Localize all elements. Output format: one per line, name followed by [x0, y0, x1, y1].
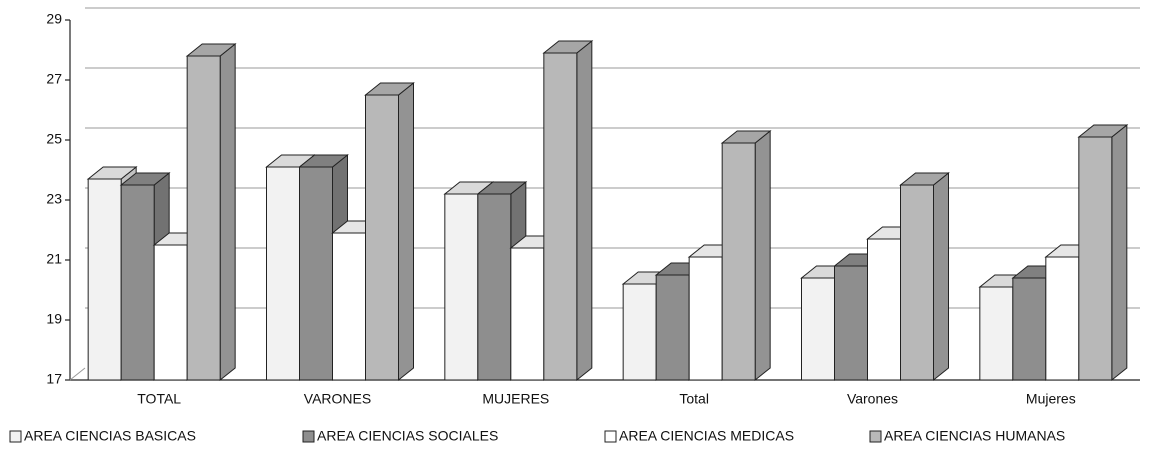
- y-tick-label: 19: [46, 311, 62, 327]
- bar: [1077, 123, 1129, 382]
- bar-front: [153, 244, 188, 381]
- x-tick-label: VARONES: [304, 391, 371, 407]
- bar: [899, 171, 950, 382]
- bar-front: [834, 265, 868, 381]
- y-tick-label: 29: [46, 11, 62, 27]
- bar-side: [754, 129, 771, 382]
- bar-front: [900, 184, 934, 381]
- bar-front: [266, 166, 300, 381]
- bar-front: [801, 277, 835, 381]
- bar-front: [1012, 277, 1047, 381]
- bar-front: [543, 52, 578, 381]
- bar-front: [867, 238, 901, 381]
- x-tick-label: MUJERES: [482, 391, 549, 407]
- bar-side: [933, 171, 949, 382]
- bar-front: [1078, 136, 1113, 381]
- legend-swatch: [9, 430, 22, 443]
- bar-front: [332, 232, 366, 381]
- bar-front: [510, 247, 545, 381]
- x-tick-label: Total: [679, 391, 709, 407]
- x-tick-label: Varones: [847, 391, 898, 407]
- legend-label: AREA CIENCIAS HUMANAS: [884, 428, 1065, 444]
- x-tick-label: TOTAL: [137, 391, 181, 407]
- y-tick-label: 27: [46, 71, 62, 87]
- bar: [720, 129, 772, 382]
- bar-front: [979, 286, 1014, 381]
- bar-front: [87, 178, 122, 381]
- bar-front: [186, 55, 221, 381]
- bar: [364, 81, 415, 382]
- bar-side: [1111, 123, 1128, 382]
- bar: [542, 39, 594, 382]
- bar: [185, 42, 237, 382]
- y-tick-label: 21: [46, 251, 62, 267]
- x-tick-label: Mujeres: [1026, 391, 1076, 407]
- legend-label: AREA CIENCIAS MEDICAS: [619, 428, 794, 444]
- bar-side: [398, 81, 414, 382]
- bar-front: [1045, 256, 1080, 381]
- bar-front: [444, 193, 479, 381]
- bar-front: [655, 274, 690, 381]
- y-tick-label: 25: [46, 131, 62, 147]
- bar-front: [721, 142, 756, 381]
- bar-front: [688, 256, 723, 381]
- bar-front: [299, 166, 333, 381]
- legend-label: AREA CIENCIAS BASICAS: [24, 428, 196, 444]
- y-tick-label: 17: [46, 371, 62, 387]
- legend-swatch: [604, 430, 617, 443]
- bar-front: [477, 193, 512, 381]
- legend-label: AREA CIENCIAS SOCIALES: [317, 428, 498, 444]
- bar-front: [120, 184, 155, 381]
- y-tick-label: 23: [46, 191, 62, 207]
- legend-swatch: [302, 430, 315, 443]
- bar-front: [622, 283, 657, 381]
- back-axis: [69, 367, 86, 381]
- bar-front: [365, 94, 399, 381]
- legend-swatch: [869, 430, 882, 443]
- bar-side: [219, 42, 236, 382]
- bar-side: [576, 39, 593, 382]
